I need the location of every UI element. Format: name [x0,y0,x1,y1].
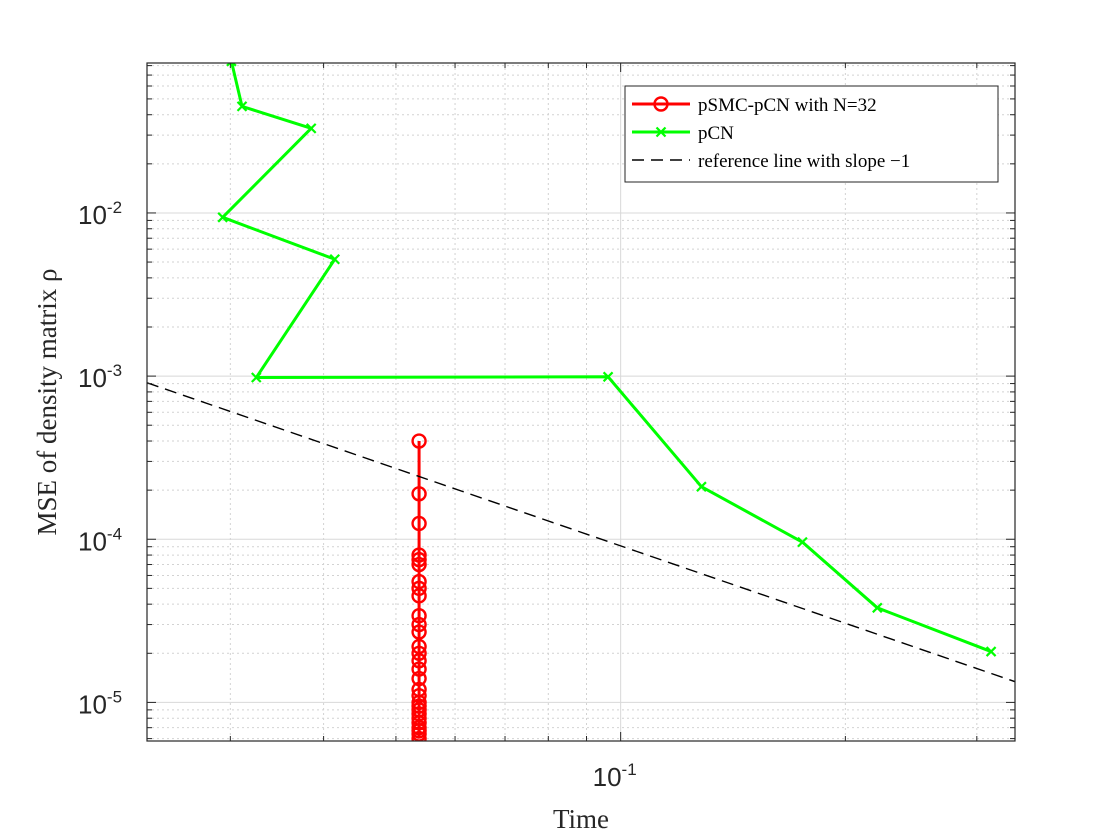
data-point-x [236,101,248,112]
x-axis-title: Time [553,804,609,834]
y-tick-label: 10-3 [78,361,122,393]
data-point-circle [411,645,427,661]
data-point-circle [411,515,427,532]
data-point-circle [411,670,427,687]
data-point-circle [411,486,427,502]
legend-box [624,85,999,183]
data-point-circle [411,588,427,604]
data-point-circle [411,556,427,573]
data-point-circle [411,715,427,731]
data-point-circle [411,616,427,633]
data-point-circle [411,687,427,704]
series-line-2 [147,382,1015,683]
data-point-x [696,481,707,492]
minor-grid [147,63,1015,741]
legend-label-2: reference line with slope −1 [698,151,910,172]
data-point-circle [411,661,427,677]
data-point-x [329,254,341,265]
y-tick-label: 10-4 [78,524,122,556]
data-point-x [602,371,614,383]
y-axis-title: MSE of density matrix ρ [32,269,62,536]
data-point-circle [411,638,427,655]
legend-label-1: pCN [698,123,734,144]
plot-frame [146,62,1016,742]
data-point-circle [411,624,427,640]
legend-label-0: pSMC-pCN with N=32 [698,95,877,116]
data-point-x [797,536,808,548]
legend-marker-circle [653,96,669,112]
data-point-circle [411,573,427,590]
data-point-circle [411,607,427,624]
data-point-x [226,63,237,67]
data-point-circle [411,433,427,449]
data-point-circle [411,551,427,568]
data-point-x [217,212,228,223]
x-tick-label: 10-1 [593,760,637,792]
y-tick-labels: 10-5 10-4 10-3 10-2 [78,198,122,719]
y-tick-label: 10-2 [78,198,122,230]
tick-marks [147,63,1015,741]
x-tick-labels: 10-1 [593,760,637,792]
data-point-x [985,646,997,657]
legend: pSMC-pCN with N=32 pCN reference line with… [624,85,999,183]
series-layer [147,63,1015,741]
data-point-circle [411,653,427,669]
data-point-x [872,602,883,614]
data-point-circle [411,580,427,597]
data-point-x [251,372,262,383]
data-point-x [305,123,317,134]
data-point-circle [411,547,427,563]
data-point-circle [411,730,427,741]
y-tick-label: 10-5 [78,687,122,719]
legend-marker-x [655,126,667,138]
